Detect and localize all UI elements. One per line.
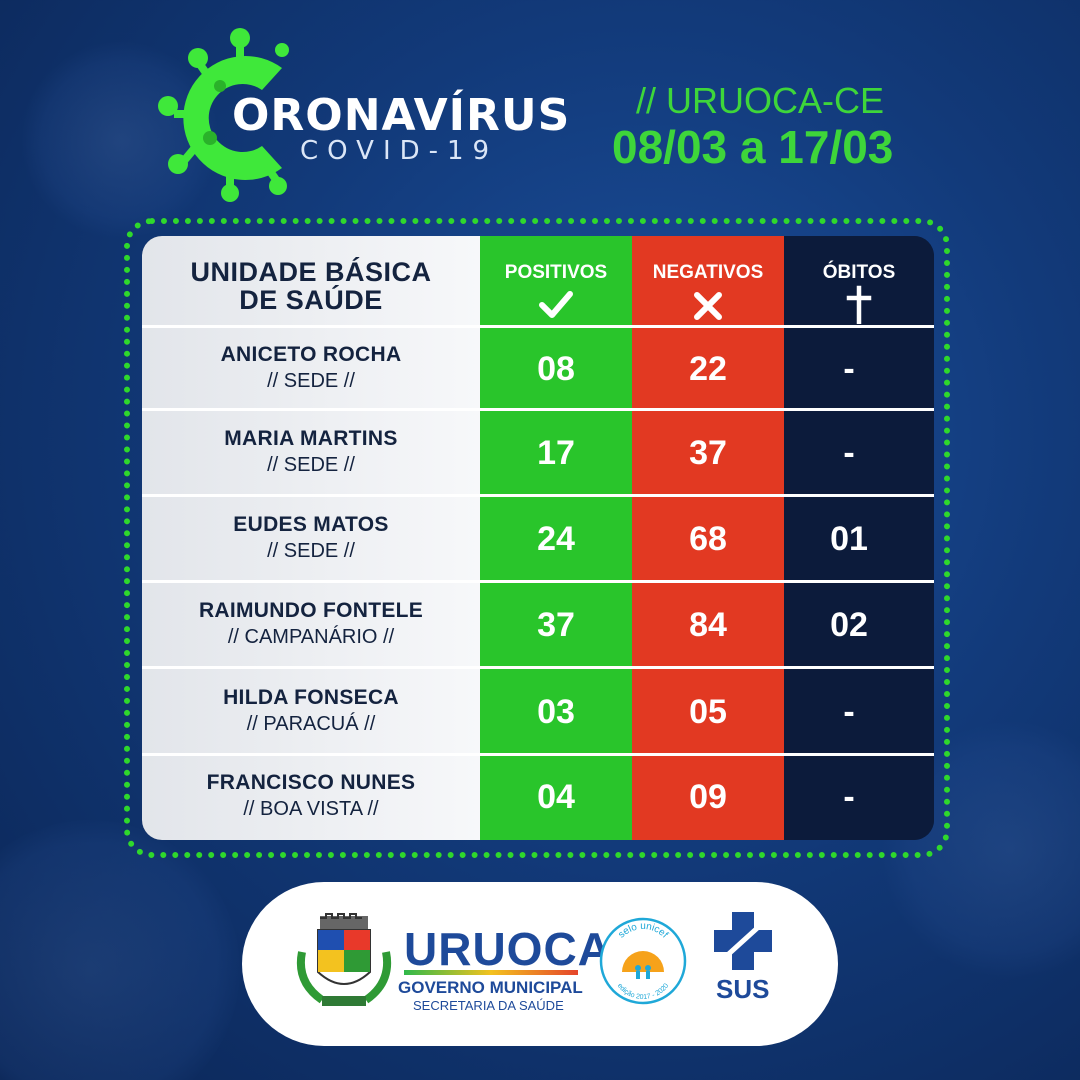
unit-column xyxy=(142,236,480,840)
obitos-value: 01 xyxy=(830,520,868,558)
unit-name: RAIMUNDO FONTELE xyxy=(198,599,424,622)
unit-locality: // BOA VISTA // xyxy=(243,798,379,820)
unit-locality: // SEDE // xyxy=(267,540,355,562)
row-divider xyxy=(142,666,934,669)
obitos-value: - xyxy=(843,692,855,731)
department-label: SECRETARIA DA SAÚDE xyxy=(413,998,564,1013)
positivos-value: 04 xyxy=(537,778,575,816)
negativos-value: 09 xyxy=(689,778,727,816)
header-obitos: ÓBITOS xyxy=(822,262,896,283)
unit-name: ANICETO ROCHA xyxy=(220,342,402,366)
positivos-value: 24 xyxy=(537,520,575,558)
header-unit: UNIDADE BÁSICA DE SAÚDE xyxy=(142,258,480,314)
unit-locality: // PARACUÁ // xyxy=(246,712,376,735)
row-divider xyxy=(142,325,934,328)
cases-table: UNIDADE BÁSICA DE SAÚDE POSITIVOS NEGATI… xyxy=(142,236,934,840)
government-label: GOVERNO MUNICIPAL xyxy=(398,978,583,997)
unit-locality: // SEDE // xyxy=(267,369,355,392)
unit-cell: EUDES MATOS // SEDE // xyxy=(142,512,480,564)
municipal-crest-icon xyxy=(297,913,391,1006)
row-divider xyxy=(142,408,934,411)
unit-name: EUDES MATOS xyxy=(233,513,389,536)
positivos-value: 37 xyxy=(537,606,575,644)
unit-cell: MARIA MARTINS // SEDE // xyxy=(142,426,480,478)
x-icon xyxy=(694,292,722,320)
unit-cell: ANICETO ROCHA // SEDE // xyxy=(142,342,480,394)
unit-locality: // SEDE // xyxy=(267,454,355,476)
row-divider xyxy=(142,580,934,583)
city-label: // URUOCA-CE xyxy=(636,80,885,121)
unit-name: MARIA MARTINS xyxy=(224,427,398,450)
unicef-seal-icon: selo unicef edição 2017 - 2020 xyxy=(599,917,687,1005)
municipality-name: URUOCA xyxy=(404,923,612,975)
brand-subtitle: COVID-19 xyxy=(300,136,499,166)
date-range: 08/03 a 17/03 xyxy=(612,121,894,173)
sus-cross-icon xyxy=(714,912,772,970)
negativos-value: 22 xyxy=(689,349,727,388)
negativos-value: 68 xyxy=(689,520,727,558)
unit-cell: RAIMUNDO FONTELE // CAMPANÁRIO // xyxy=(142,598,480,650)
unit-cell: FRANCISCO NUNES // BOA VISTA // xyxy=(142,770,480,822)
table-dotted-frame xyxy=(124,218,950,858)
header-negativos: NEGATIVOS xyxy=(652,262,764,283)
negativos-value: 05 xyxy=(689,692,727,731)
cross-icon xyxy=(846,285,872,324)
positivos-value: 17 xyxy=(537,434,575,472)
negativos-column xyxy=(632,236,784,840)
background-virus-decoration xyxy=(0,820,240,1080)
positivos-value: 03 xyxy=(537,692,575,731)
positivos-column xyxy=(480,236,632,840)
negativos-value: 84 xyxy=(689,606,727,644)
government-color-bar xyxy=(404,970,578,975)
header-positivos: POSITIVOS xyxy=(504,262,608,283)
unit-cell: HILDA FONSECA // PARACUÁ // xyxy=(142,685,480,737)
check-icon xyxy=(539,291,573,318)
unit-name: HILDA FONSECA xyxy=(223,685,399,709)
obitos-value: - xyxy=(843,778,855,816)
header-unit-line1: UNIDADE BÁSICA xyxy=(190,257,432,287)
virus-c-icon xyxy=(158,28,289,202)
coronavirus-logo: ORONAVÍRUS COVID-19 xyxy=(150,28,590,203)
unit-name: FRANCISCO NUNES xyxy=(206,771,416,794)
brand-title: ORONAVÍRUS xyxy=(232,90,571,141)
row-divider xyxy=(142,753,934,756)
obitos-column xyxy=(784,236,934,840)
header-unit-line2: DE SAÚDE xyxy=(239,285,383,315)
obitos-value: 02 xyxy=(830,606,868,644)
obitos-value: - xyxy=(843,434,855,472)
positivos-value: 08 xyxy=(537,349,575,388)
obitos-value: - xyxy=(843,349,855,388)
sus-label: SUS xyxy=(716,974,770,1004)
row-divider xyxy=(142,494,934,497)
negativos-value: 37 xyxy=(689,434,727,472)
background-virus-decoration xyxy=(20,40,220,240)
unit-locality: // CAMPANÁRIO // xyxy=(227,626,395,648)
